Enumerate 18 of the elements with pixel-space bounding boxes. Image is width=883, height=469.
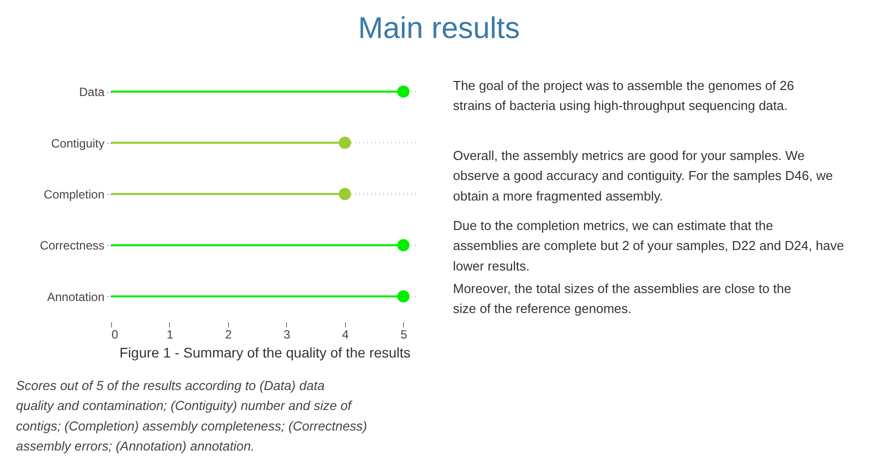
y-tick-label: Completion: [44, 188, 104, 202]
x-tick-label: 4: [342, 328, 350, 342]
text: Due to the completion metrics, we can estimate that the assemblies are complete but 2 of your samples, D22 and D24, have lower results.: [453, 218, 844, 274]
chart-title: Main results: [358, 12, 520, 45]
y-tick-label: Contiguity: [51, 136, 104, 150]
x-tick-label: 3: [284, 328, 291, 342]
y-tick-label: Correctness: [40, 238, 104, 253]
x-tick-label: 1: [166, 328, 174, 342]
text: The goal of the project was to assemble the genomes of 26 strains of bacteria using high-throughput sequencing data.: [453, 78, 794, 114]
text: Moreover, the total sizes of the assemblies are close to the size of the reference genomes.: [453, 281, 792, 316]
y-tick-label: Annotation: [47, 290, 104, 304]
text: Overall, the assembly metrics are good for your samples. We observe a good accuracy and contiguity. For the samples D46, we obtain a more fragmented assembly.: [453, 148, 833, 204]
x-tick-label: 2: [225, 328, 232, 342]
x-axis-title: Figure 1 - Summary of the quality of the results: [119, 344, 411, 360]
text: Scores out of 5 of the results according to (Data) data quality and contamination; (Contiguity) number and size of contigs; (Completion) assembly completeness; (Correctness) assembly errors; (Annotation) annotation.: [16, 378, 368, 454]
y-tick-label: Data: [79, 85, 105, 100]
x-tick-label: 5: [400, 328, 408, 342]
x-tick-label: 0: [112, 328, 118, 342]
